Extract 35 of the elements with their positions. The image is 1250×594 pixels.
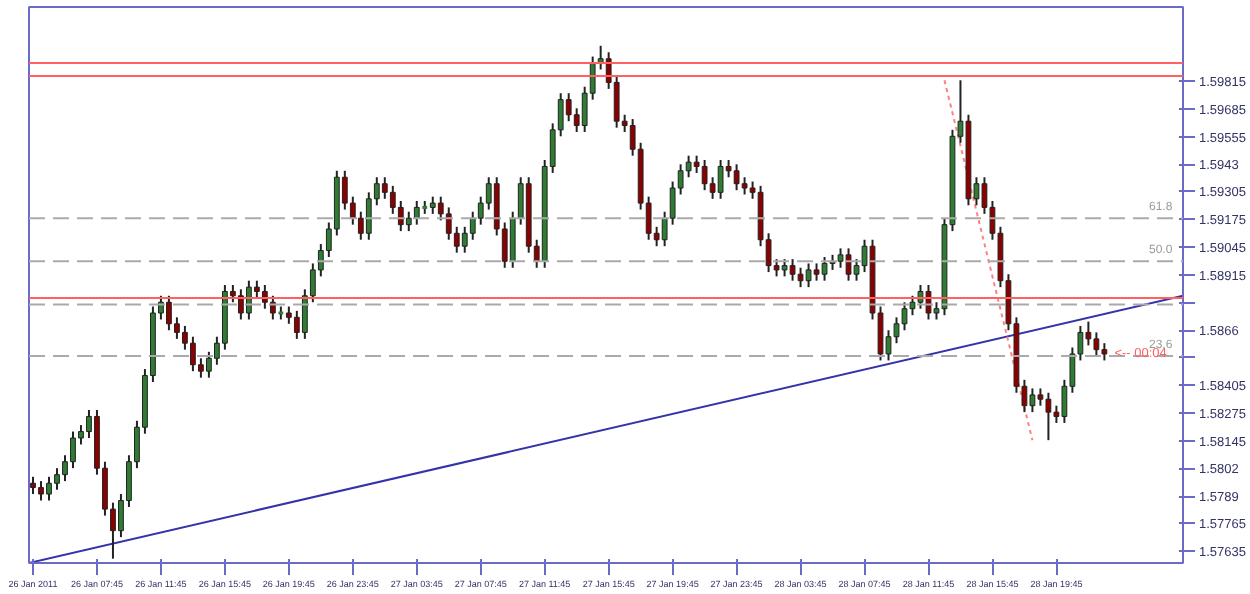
candlestick <box>717 159 724 200</box>
candlestick <box>509 210 516 269</box>
candlestick <box>1093 331 1100 358</box>
candlestick <box>365 191 372 241</box>
candlestick <box>381 176 388 200</box>
candlestick <box>661 210 668 248</box>
candlestick <box>445 206 452 241</box>
candlestick <box>565 92 572 123</box>
candlestick <box>397 199 404 233</box>
candlestick <box>54 467 60 491</box>
candlestick <box>917 284 924 310</box>
candlestick <box>901 301 908 332</box>
candlestick <box>206 350 212 379</box>
candlestick <box>1029 387 1036 414</box>
candlestick <box>845 247 852 282</box>
candlestick <box>46 475 52 502</box>
candlestick <box>405 210 412 233</box>
candlestick <box>461 225 468 254</box>
candlestick <box>469 210 476 241</box>
candlestick <box>166 294 172 332</box>
candlestick <box>38 480 44 502</box>
candlestick <box>1045 391 1052 442</box>
candlestick <box>821 255 828 282</box>
candlestick <box>413 199 420 226</box>
candlestick <box>261 284 268 310</box>
candlestick <box>733 163 740 192</box>
candlestick <box>805 262 812 289</box>
candlestick <box>70 430 76 470</box>
candlestick <box>789 258 796 282</box>
candlestick <box>1085 320 1092 347</box>
candlestick <box>237 288 244 321</box>
candlestick <box>190 335 196 373</box>
candlestick <box>701 159 708 192</box>
candlestick <box>837 247 844 269</box>
candlestick <box>797 266 804 289</box>
